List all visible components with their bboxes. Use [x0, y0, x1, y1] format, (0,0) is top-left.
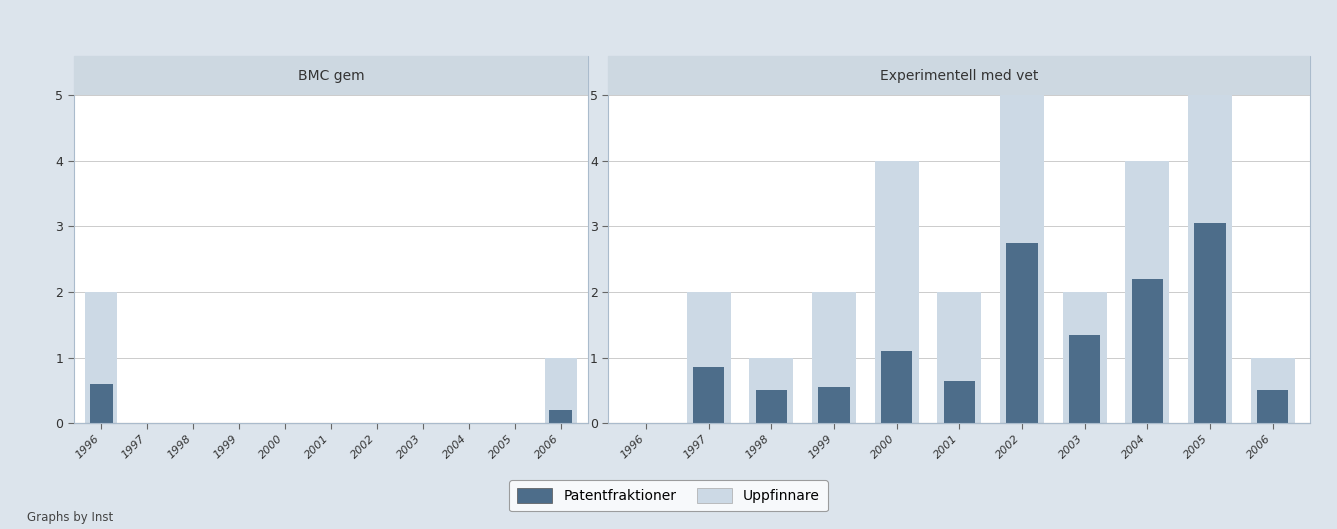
Bar: [1257, 390, 1289, 423]
Bar: [1126, 161, 1170, 423]
Text: BMC gem: BMC gem: [298, 69, 364, 83]
Legend: Patentfraktioner, Uppfinnare: Patentfraktioner, Uppfinnare: [509, 480, 828, 512]
Bar: [937, 292, 981, 423]
Bar: [687, 292, 730, 423]
Bar: [1000, 95, 1044, 423]
Bar: [1070, 335, 1100, 423]
FancyBboxPatch shape: [608, 56, 1310, 95]
Bar: [874, 161, 919, 423]
Bar: [1131, 279, 1163, 423]
Bar: [1189, 95, 1231, 423]
Bar: [1194, 223, 1226, 423]
Bar: [944, 380, 975, 423]
Bar: [881, 351, 912, 423]
Bar: [1007, 243, 1038, 423]
Bar: [693, 368, 725, 423]
Bar: [90, 384, 112, 423]
Text: Experimentell med vet: Experimentell med vet: [880, 69, 1039, 83]
Bar: [812, 292, 856, 423]
Bar: [818, 387, 849, 423]
Bar: [86, 292, 118, 423]
Bar: [755, 390, 787, 423]
FancyBboxPatch shape: [74, 56, 588, 95]
Bar: [544, 358, 576, 423]
Bar: [1250, 358, 1294, 423]
Text: Graphs by Inst: Graphs by Inst: [27, 510, 114, 524]
Bar: [1063, 292, 1107, 423]
Bar: [550, 410, 572, 423]
Bar: [749, 358, 793, 423]
